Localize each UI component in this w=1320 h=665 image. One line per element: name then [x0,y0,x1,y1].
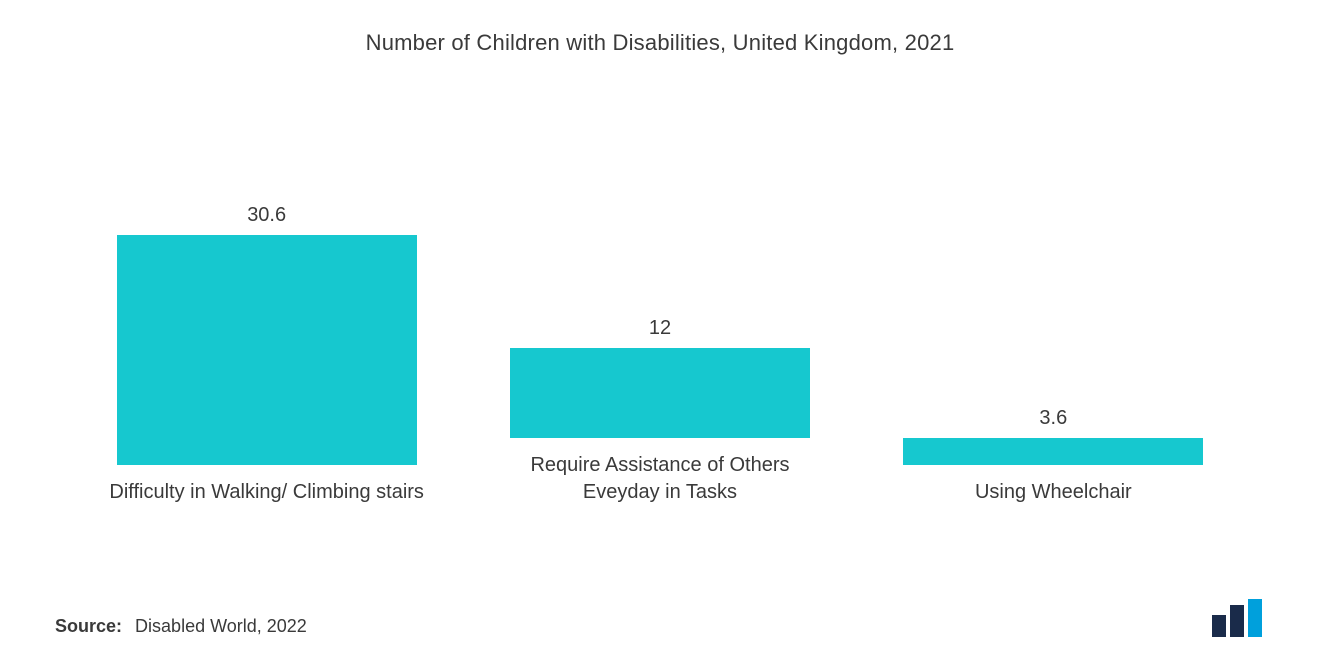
bar-label: Difficulty in Walking/ Climbing stairs [109,479,424,506]
bar [510,348,810,438]
bar-value: 12 [649,317,671,340]
bar-label: Using Wheelchair [975,479,1132,506]
chart-title: Number of Children with Disabilities, Un… [50,30,1270,56]
footer: Source: Disabled World, 2022 [55,599,1270,637]
chart-container: Number of Children with Disabilities, Un… [0,0,1320,665]
logo-bar-3-icon [1248,599,1262,637]
bar-group: 12 Require Assistance of Others Eveyday i… [465,317,854,506]
bar-value: 3.6 [1039,407,1067,430]
logo-bar-1-icon [1212,615,1226,637]
bar-group: 30.6 Difficulty in Walking/ Climbing stai… [72,204,461,506]
bar-value: 30.6 [247,204,286,227]
source-label: Source: [55,616,122,636]
bar-group: 3.6 Using Wheelchair [859,407,1248,506]
brand-logo [1210,599,1270,637]
source-line: Source: Disabled World, 2022 [55,616,307,637]
bar [117,235,417,465]
logo-bar-2-icon [1230,605,1244,637]
plot-area: 30.6 Difficulty in Walking/ Climbing stai… [50,86,1270,506]
source-text: Disabled World, 2022 [135,616,307,636]
bar [903,438,1203,465]
bar-label: Require Assistance of Others Eveyday in … [490,452,830,506]
